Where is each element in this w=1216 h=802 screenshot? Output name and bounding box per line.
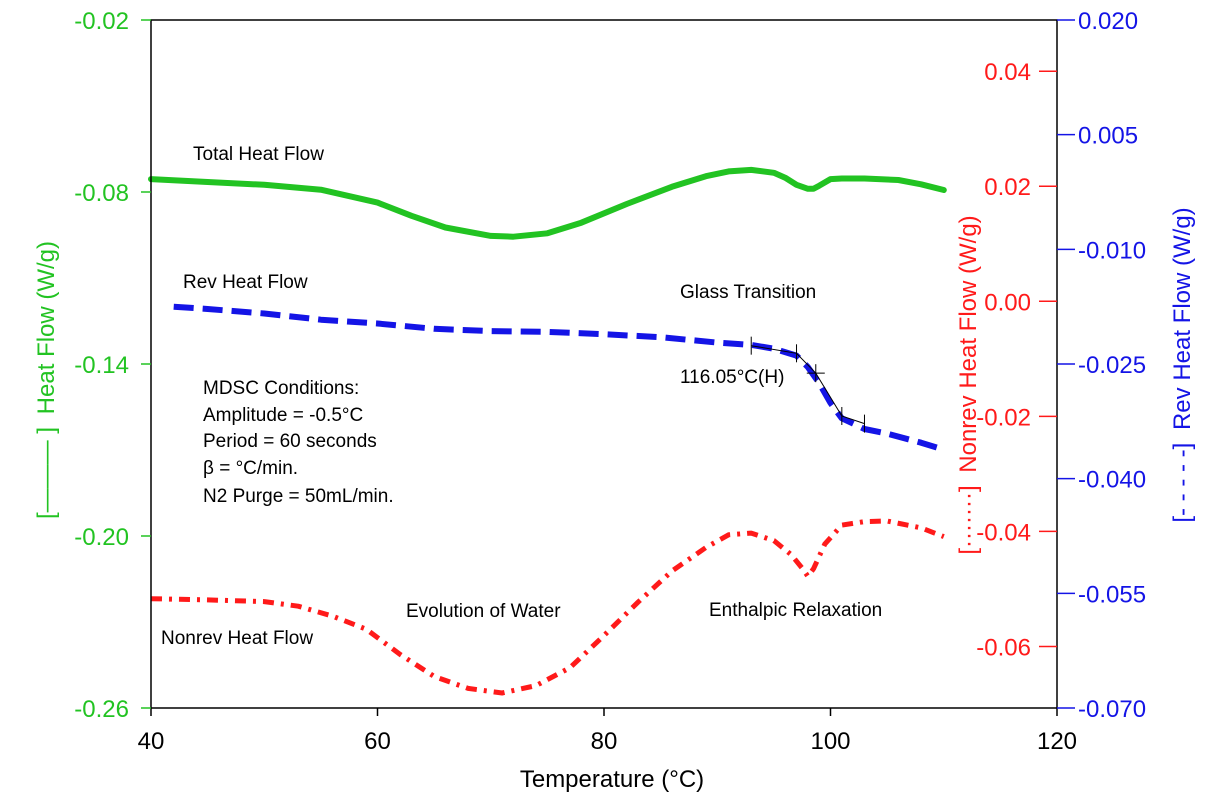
mdsc-conditions: MDSC Conditions: Amplitude = -0.5°C Peri… bbox=[203, 378, 394, 507]
rev-y-tick-label: -0.025 bbox=[1078, 352, 1146, 379]
rev-y-tick-label: 0.020 bbox=[1078, 8, 1138, 35]
x-tick-label: 100 bbox=[810, 728, 850, 755]
left-axis-title: [——— ] Heat Flow (W/g) bbox=[33, 241, 60, 519]
axis-layer: 40 60 80 100 120 -0.02 -0.08 -0.14 -0.20 -0.26 0.0… bbox=[74, 8, 1146, 755]
rev-axis-bracket: [- - - - -] bbox=[1169, 443, 1196, 523]
label-total-heat-flow: Total Heat Flow bbox=[193, 144, 324, 165]
left-y-tick-label: -0.20 bbox=[74, 524, 129, 551]
conditions-line: β = °C/min. bbox=[203, 458, 298, 479]
nonrev-y-tick-label: 0.04 bbox=[984, 59, 1031, 86]
nonrev-y-tick-label: -0.06 bbox=[976, 634, 1031, 661]
series-line-total-heat-flow bbox=[148, 166, 947, 240]
nonrev-axis-bracket: [·······] bbox=[955, 485, 982, 554]
x-axis-title: Temperature (°C) bbox=[520, 766, 704, 793]
nonrev-y-tick-label: 0.00 bbox=[984, 289, 1031, 316]
x-tick-label: 80 bbox=[591, 728, 618, 755]
conditions-line: Period = 60 seconds bbox=[203, 431, 377, 452]
left-y-tick-label: -0.26 bbox=[74, 696, 129, 723]
nonrev-axis-title: [·······] Nonrev Heat Flow (W/g) bbox=[955, 215, 982, 554]
conditions-line: Amplitude = -0.5°C bbox=[203, 405, 363, 426]
left-axis-bracket: [——— ] bbox=[33, 427, 60, 519]
x-tick-label: 120 bbox=[1037, 728, 1077, 755]
nonrev-y-tick-label: -0.04 bbox=[976, 519, 1031, 546]
rev-y-tick-label: -0.010 bbox=[1078, 237, 1146, 264]
nonrev-axis-label: Nonrev Heat Flow (W/g) bbox=[955, 215, 982, 472]
label-evolution-of-water: Evolution of Water bbox=[406, 601, 561, 622]
plot-layer bbox=[148, 166, 947, 696]
label-enthalpic-relaxation: Enthalpic Relaxation bbox=[709, 600, 882, 621]
rev-y-tick-label: -0.055 bbox=[1078, 581, 1146, 608]
label-tg-value: 116.05°C(H) bbox=[680, 367, 784, 388]
rev-axis-label: Rev Heat Flow (W/g) bbox=[1169, 207, 1196, 430]
rev-axis-title: [- - - - -] Rev Heat Flow (W/g) bbox=[1169, 207, 1196, 522]
left-y-tick-label: -0.14 bbox=[74, 352, 129, 379]
left-axis-label: Heat Flow (W/g) bbox=[33, 241, 60, 414]
conditions-line: N2 Purge = 50mL/min. bbox=[203, 486, 394, 507]
x-tick-label: 40 bbox=[138, 728, 165, 755]
left-y-tick-label: -0.08 bbox=[74, 180, 129, 207]
x-tick-label: 60 bbox=[364, 728, 391, 755]
nonrev-y-tick-label: -0.02 bbox=[976, 404, 1031, 431]
nonrev-y-tick-label: 0.02 bbox=[984, 174, 1031, 201]
label-nonrev-heat-flow: Nonrev Heat Flow bbox=[161, 628, 313, 649]
rev-y-tick-label: 0.005 bbox=[1078, 123, 1138, 150]
left-y-tick-label: -0.02 bbox=[74, 8, 129, 35]
label-glass-transition: Glass Transition bbox=[680, 282, 816, 303]
rev-y-tick-label: -0.070 bbox=[1078, 696, 1146, 723]
rev-y-tick-label: -0.040 bbox=[1078, 467, 1146, 494]
series-line-rev-heat-flow bbox=[173, 303, 945, 453]
conditions-line: MDSC Conditions: bbox=[203, 378, 359, 399]
label-rev-heat-flow: Rev Heat Flow bbox=[183, 272, 308, 293]
series-line-nonrev-heat-flow bbox=[150, 518, 945, 696]
